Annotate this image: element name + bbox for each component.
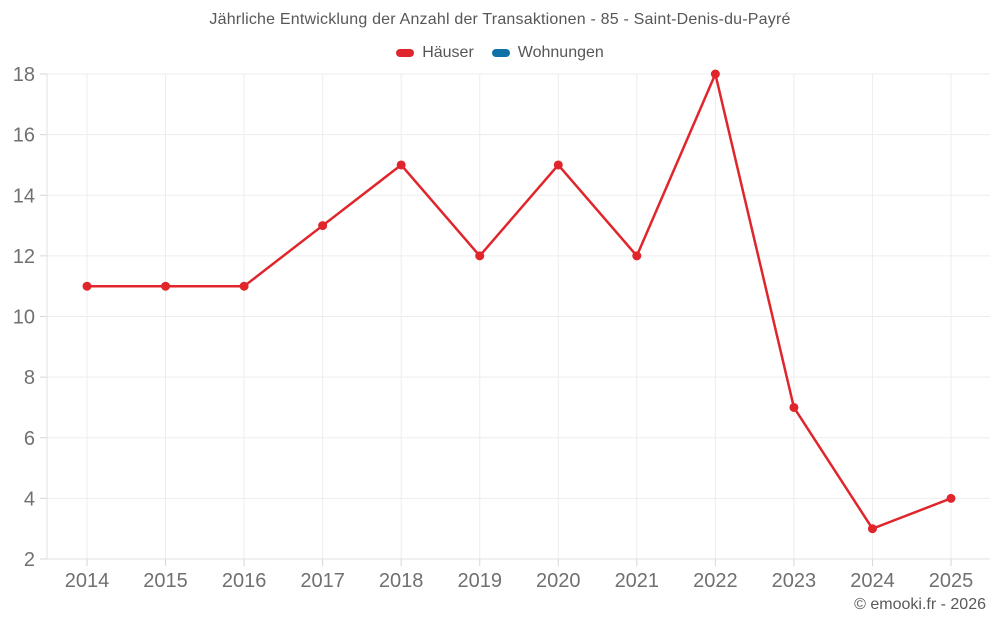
data-point	[867, 524, 877, 534]
copyright: © emooki.fr - 2026	[854, 596, 986, 613]
data-point	[82, 281, 92, 291]
y-axis-label: 16	[13, 125, 35, 147]
data-point	[475, 251, 485, 261]
legend-swatch	[491, 49, 510, 57]
data-point	[396, 160, 406, 170]
x-axis-label: 2014	[65, 570, 110, 592]
x-axis-label: 2022	[693, 570, 738, 592]
chart-title: Jährliche Entwicklung der Anzahl der Tra…	[209, 11, 791, 28]
x-axis-label: 2017	[300, 570, 345, 592]
x-axis-label: 2021	[615, 570, 660, 592]
y-axis-label: 8	[24, 367, 35, 389]
data-point	[161, 281, 171, 291]
y-axis-label: 10	[13, 307, 35, 329]
data-point	[318, 221, 328, 231]
x-axis-label: 2020	[536, 570, 581, 592]
x-axis-label: 2016	[222, 570, 267, 592]
legend-item-häuser[interactable]: Häuser	[396, 44, 474, 62]
y-axis-label: 18	[13, 64, 35, 86]
series-line-häuser	[85, 72, 953, 530]
data-point	[946, 493, 956, 503]
legend-item-wohnungen[interactable]: Wohnungen	[491, 44, 604, 62]
y-axis-label: 14	[13, 185, 35, 207]
x-axis-label: 2024	[850, 570, 895, 592]
x-axis-label: 2025	[929, 570, 974, 592]
data-point	[632, 251, 642, 261]
legend-label: Wohnungen	[517, 44, 604, 61]
x-axis-label: 2023	[772, 570, 817, 592]
x-axis-label: 2019	[457, 570, 502, 592]
y-axis-label: 12	[13, 246, 35, 268]
data-point	[239, 281, 249, 291]
y-axis-label: 4	[24, 488, 35, 510]
data-point	[553, 160, 563, 170]
y-axis-label: 2	[24, 549, 35, 571]
legend-label: Häuser	[422, 44, 474, 61]
data-point	[710, 69, 720, 79]
data-point	[789, 402, 799, 412]
legend: Häuser Wohnungen	[0, 44, 1000, 62]
x-axis-label: 2018	[379, 570, 424, 592]
x-axis-label: 2015	[143, 570, 188, 592]
y-axis-label: 6	[24, 428, 35, 450]
legend-swatch	[396, 49, 415, 57]
